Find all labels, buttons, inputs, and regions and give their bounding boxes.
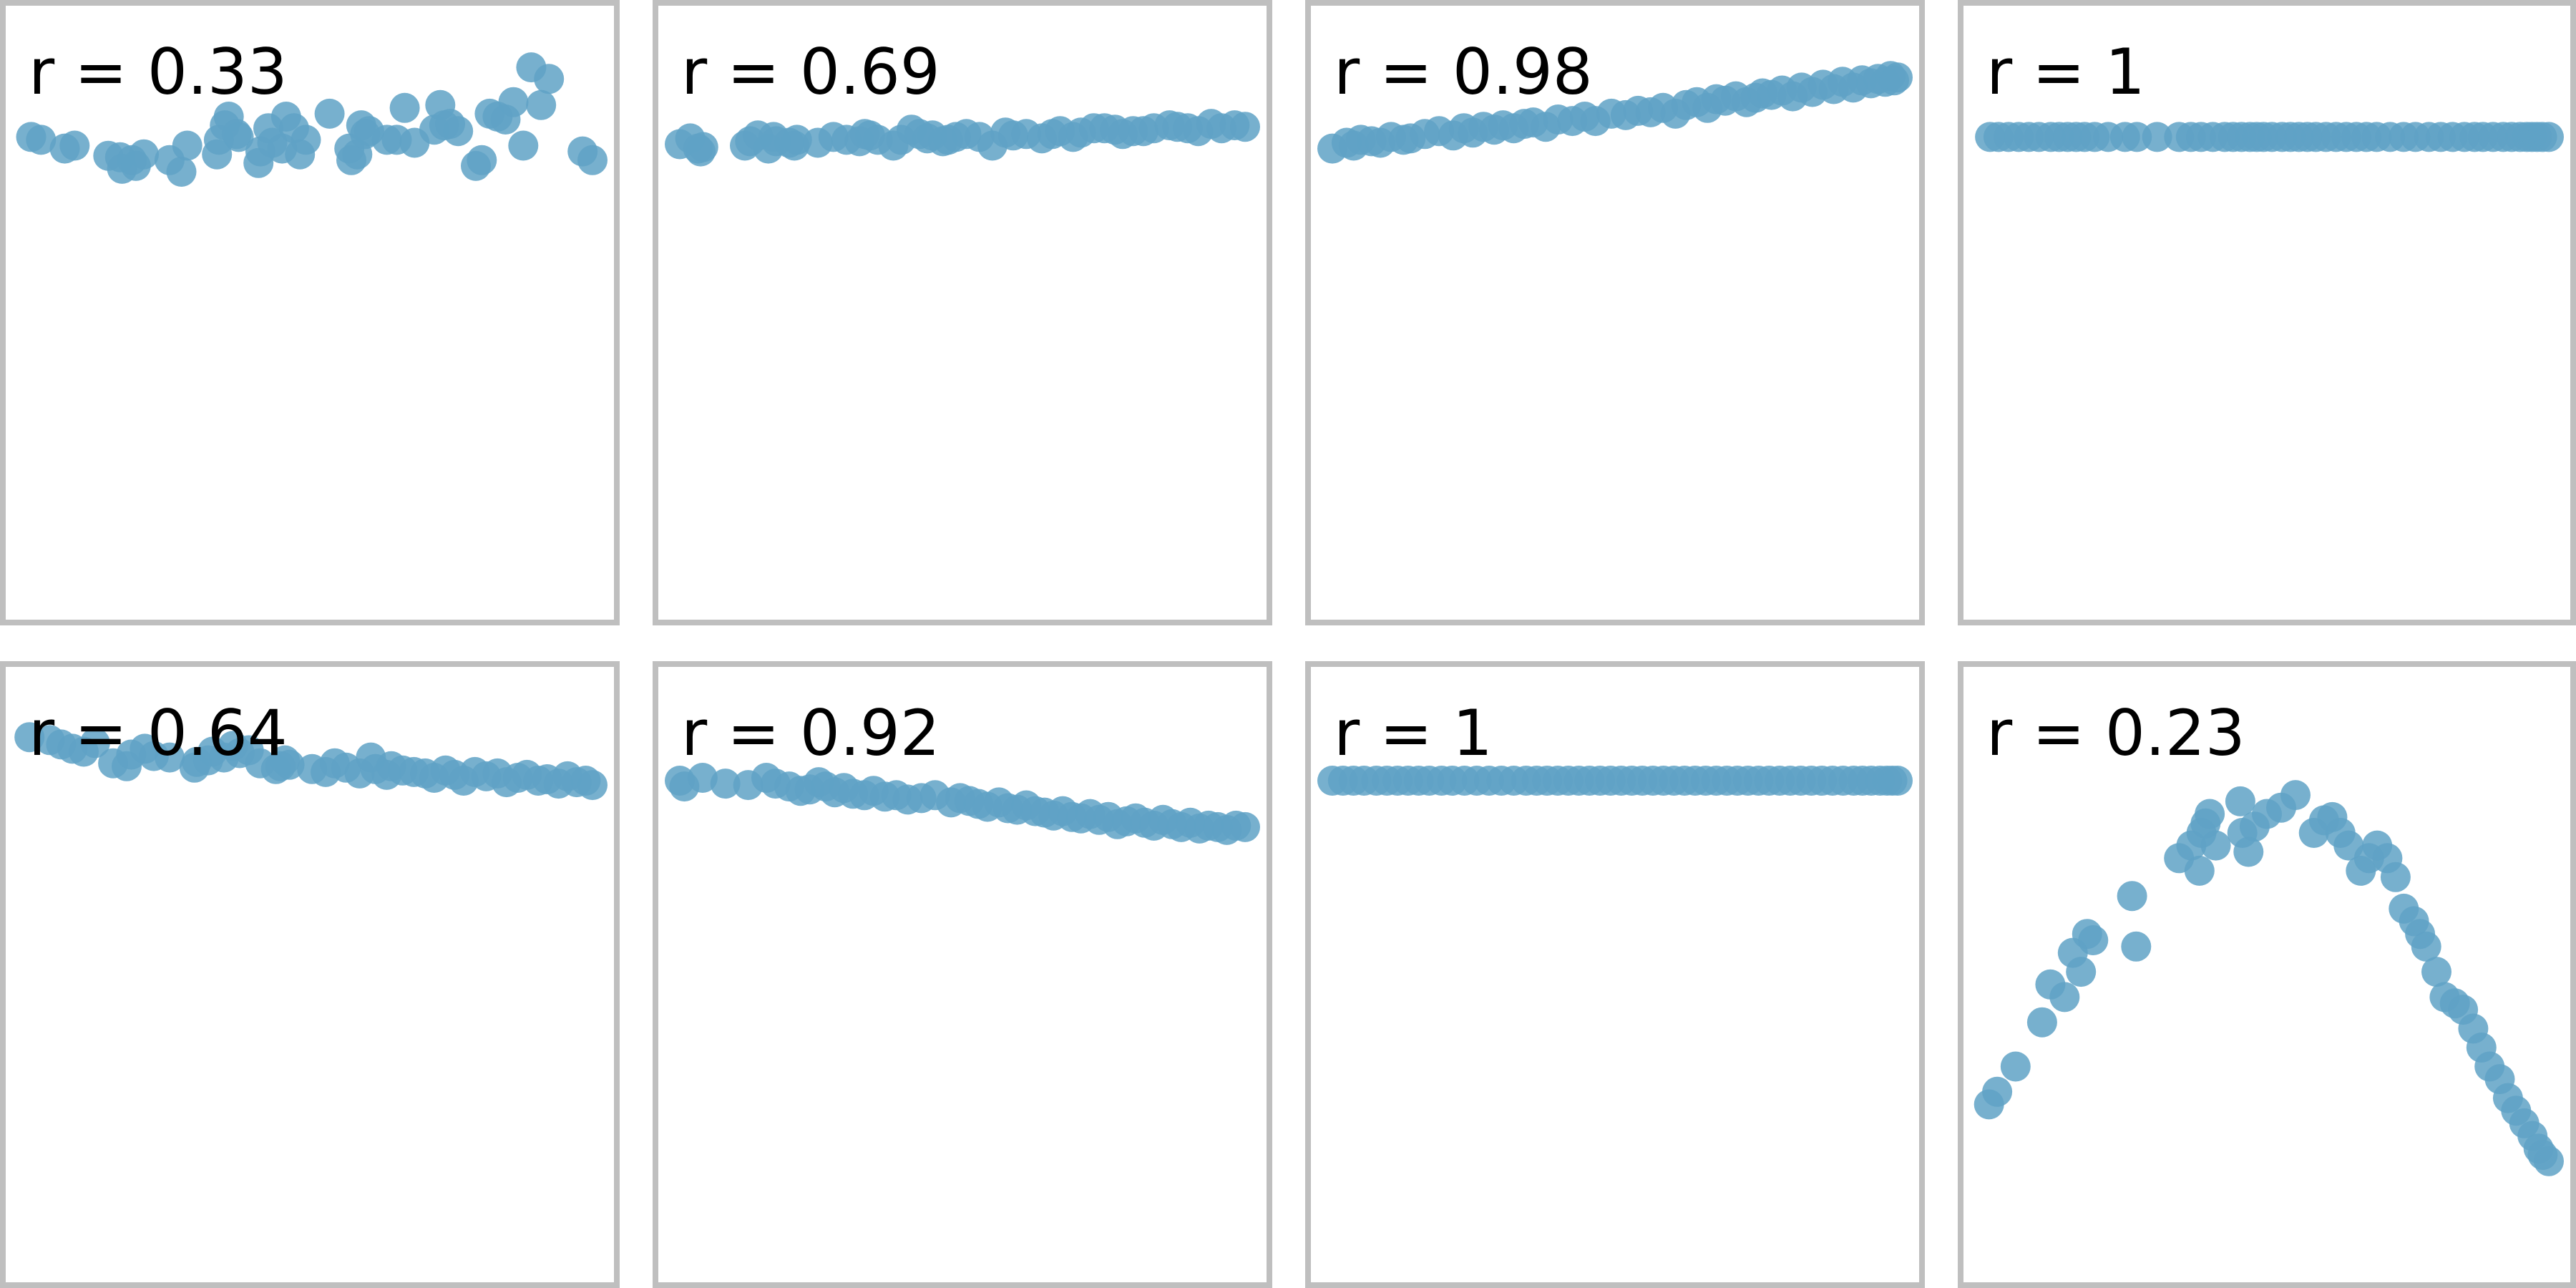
scatter-point (389, 92, 420, 123)
scatter-point (443, 116, 474, 147)
correlation-label: r = 0.23 (1986, 696, 2245, 770)
scatter-panel-2: r = 0.69 (653, 0, 1272, 625)
scatter-panel-3: r = 0.98 (1305, 0, 1925, 625)
scatter-point (2280, 780, 2311, 811)
scatter-panel-1: r = 0.33 (0, 0, 620, 625)
scatter-point (577, 145, 608, 175)
scatter-point (467, 145, 497, 175)
scatter-point (1883, 62, 1913, 93)
scatter-points (665, 763, 1260, 845)
scatter-panel-7: r = 1 (1305, 661, 1925, 1288)
scatter-panel-8: r = 0.23 (1958, 661, 2576, 1288)
scatter-points (665, 109, 1260, 167)
scatter-point (202, 139, 233, 170)
scatter-point (687, 763, 718, 793)
panel-frame (1958, 0, 2576, 625)
scatter-point (508, 130, 539, 161)
correlation-label: r = 1 (1986, 35, 2145, 109)
scatter-point (2078, 925, 2109, 955)
scatter-point (2000, 1051, 2031, 1082)
scatter-point (166, 157, 197, 187)
scatter-panel-4: r = 1 (1958, 0, 2576, 625)
correlation-label: r = 0.33 (29, 35, 288, 109)
scatter-points (1975, 122, 2564, 152)
scatter-point (2195, 799, 2225, 829)
scatter-panel-5: r = 0.64 (0, 661, 620, 1288)
scatter-points (1317, 61, 1913, 164)
correlation-label: r = 0.92 (681, 696, 940, 770)
scatter-point (2066, 957, 2097, 987)
scatter-point (79, 728, 110, 758)
correlation-label: r = 0.64 (29, 696, 288, 770)
correlation-label: r = 0.98 (1334, 35, 1593, 109)
scatter-point (2233, 836, 2264, 867)
scatter-point (285, 139, 316, 170)
scatter-point (155, 742, 185, 773)
scatter-point (49, 133, 80, 164)
scatter-point (710, 769, 741, 799)
correlation-label: r = 0.69 (681, 35, 940, 109)
scatter-point (2117, 881, 2147, 912)
scatter-point (336, 145, 366, 175)
scatter-point (2142, 122, 2172, 152)
scatter-point (2049, 982, 2080, 1013)
panel-frame (653, 0, 1272, 625)
scatter-point (257, 127, 288, 158)
scatter-point (1230, 112, 1260, 142)
scatter-point (2184, 855, 2215, 886)
scatter-point (1230, 811, 1260, 842)
panel-frame (1958, 661, 2576, 1288)
scatter-point (2225, 786, 2255, 816)
scatter-point (534, 64, 565, 94)
scatter-point (265, 751, 296, 781)
scatter-points (14, 722, 608, 801)
scatter-point (2534, 122, 2564, 152)
scatter-panel-6: r = 0.92 (653, 661, 1272, 1288)
scatter-point (223, 122, 254, 152)
correlation-label: r = 1 (1334, 696, 1493, 770)
scatter-point (498, 87, 529, 117)
scatter-point (314, 98, 345, 129)
scatter-point (1883, 766, 1913, 796)
scatter-point (26, 125, 57, 155)
scatter-points (16, 52, 608, 187)
scatter-point (577, 770, 608, 801)
scatter-point (2421, 957, 2451, 987)
scatter-points (1974, 780, 2564, 1176)
scatter-point (120, 150, 151, 181)
scatter-point (688, 132, 718, 162)
scatter-point (1982, 1076, 2013, 1107)
scatter-point (2121, 931, 2152, 962)
scatter-point (2380, 862, 2411, 892)
scatter-points (1317, 766, 1913, 796)
scatter-point (526, 89, 557, 120)
scatter-point (2411, 931, 2441, 962)
scatter-point (2534, 1146, 2564, 1176)
scatter-point (2200, 830, 2231, 861)
scatter-point (2026, 1007, 2057, 1038)
